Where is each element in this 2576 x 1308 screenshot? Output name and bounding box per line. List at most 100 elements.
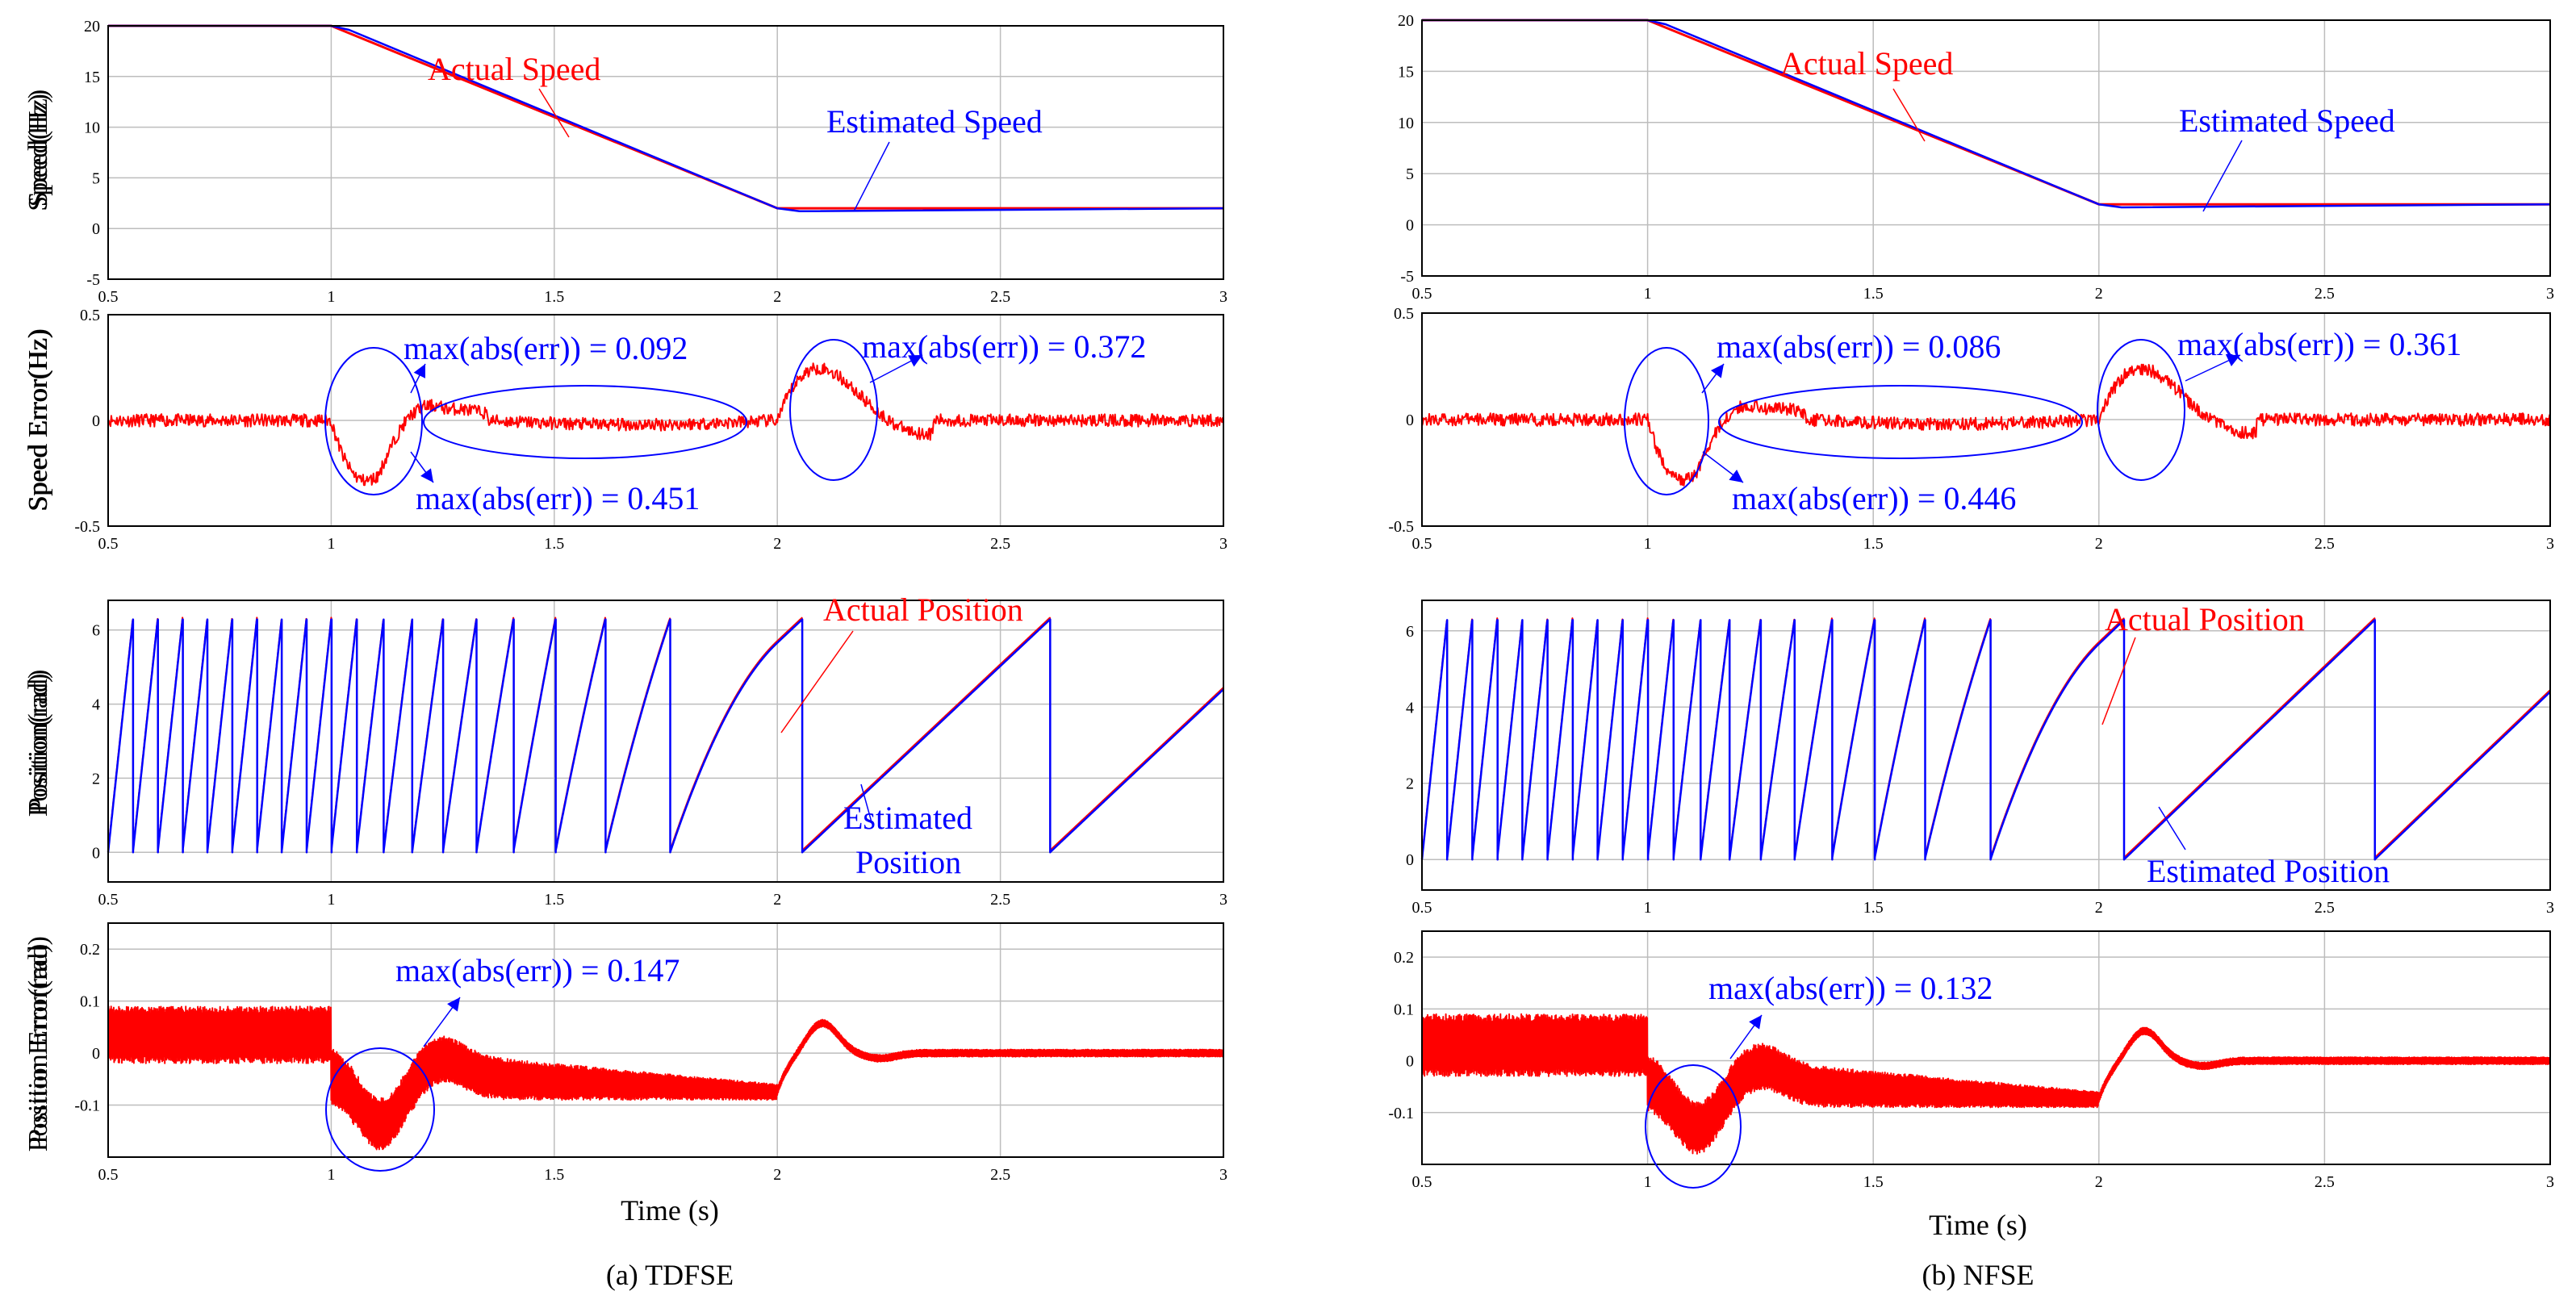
a-speed-ytick-label-5: 20 bbox=[84, 18, 100, 36]
b-speed-error-ellipse-1 bbox=[1718, 385, 2083, 459]
a-position_error-series-position-error bbox=[107, 1005, 1224, 1151]
b-position_error-xtick-label-1: 1 bbox=[1644, 1173, 1652, 1191]
b-speed-ytick-label-1: 0 bbox=[1406, 217, 1414, 235]
a-position-ylabel: Position(rad) bbox=[23, 670, 53, 813]
b-speed_error-ytick-label-1: 0 bbox=[1406, 412, 1414, 429]
b-speed_error-frame bbox=[1421, 312, 2551, 527]
a-speed-xtick-label-0: 0.5 bbox=[98, 288, 119, 306]
a-speed-error-ellipse-1 bbox=[423, 385, 747, 459]
b-time-axis-label: Time (s) bbox=[1929, 1209, 2027, 1241]
a-position-xtick-label-0: 0.5 bbox=[98, 891, 119, 909]
b-annotations: Actual Speed Estimated Speed max(abs(err))… bbox=[1624, 45, 2461, 1189]
a-position_error-xtick-label-2: 1.5 bbox=[544, 1166, 564, 1184]
a-speed-error-arrowhead-2 bbox=[420, 468, 433, 483]
annotations-layer: Actual Speed Estimated Speed max(abs(err))… bbox=[324, 45, 2461, 1189]
a-speed-ylabel: Speed(Hz) bbox=[23, 94, 53, 211]
b-position_error-subplot: 0.5 1 1.5 2 2.5 3 -0.1 0 0.1 0.2 Position Error(ra… bbox=[23, 930, 2554, 1191]
a-estimated-speed-label: Estimated Speed bbox=[826, 103, 1043, 140]
a-position_error-xtick-label-4: 2.5 bbox=[990, 1166, 1010, 1184]
b-position_error-xtick-label-5: 3 bbox=[2546, 1173, 2554, 1191]
b-speed-error-max-label-1: max(abs(err)) = 0.361 bbox=[2177, 326, 2461, 362]
a-speed-error-ellipse-0 bbox=[324, 347, 423, 495]
b-position-ytick-label-3: 6 bbox=[1406, 623, 1414, 641]
b-speed_error-ytick-label-0: -0.5 bbox=[1388, 518, 1414, 536]
b-position_error-xtick-label-3: 2 bbox=[2095, 1173, 2103, 1191]
b-speed-error-arrowhead-2 bbox=[1729, 469, 1743, 483]
a-speed-xtick-label-2: 1.5 bbox=[544, 288, 564, 306]
b-speed-error-arrowhead-0 bbox=[1711, 364, 1724, 378]
b-position-ytick-label-2: 4 bbox=[1406, 699, 1414, 717]
b-speed_error-xtick-label-0: 0.5 bbox=[1412, 535, 1432, 553]
a-actual-speed-leader bbox=[538, 88, 570, 138]
a-speed_error-xtick-label-5: 3 bbox=[1219, 535, 1227, 553]
a-position_error-xtick-label-1: 1 bbox=[327, 1166, 335, 1184]
a-position-ytick-label-0: 0 bbox=[92, 844, 100, 862]
a-actual-position-leader bbox=[780, 630, 854, 733]
a-speed_error-subplot: 0.5 1 1.5 2 2.5 3 -0.5 0 0.5 Speed Error(Hz) bbox=[23, 307, 1227, 553]
a-speed-error-max-label-2: max(abs(err)) = 0.451 bbox=[416, 480, 700, 516]
b-speed_error-xtick-label-3: 2 bbox=[2095, 535, 2103, 553]
b-position-xtick-label-1: 1 bbox=[1644, 899, 1652, 917]
b-position-error-max-label: max(abs(err)) = 0.132 bbox=[1708, 970, 1993, 1006]
b-speed_error-ytick-label-2: 0.5 bbox=[1394, 305, 1414, 323]
b-position_error-xtick-label-0: 0.5 bbox=[1412, 1173, 1432, 1191]
a-position-error-max-label: max(abs(err)) = 0.147 bbox=[395, 952, 680, 988]
a-speed-frame bbox=[107, 25, 1224, 280]
b-speed_error-xtick-label-4: 2.5 bbox=[2315, 535, 2335, 553]
b-speed-error-max-label-2: max(abs(err)) = 0.446 bbox=[1732, 480, 2016, 516]
b-speed-xtick-label-0: 0.5 bbox=[1412, 285, 1432, 303]
b-speed-error-ellipse-0 bbox=[1624, 347, 1709, 495]
b-speed-ytick-label-3: 10 bbox=[1398, 115, 1414, 132]
a-position-ytick-label-3: 6 bbox=[92, 622, 100, 640]
a-speed-ytick-label-1: 0 bbox=[92, 220, 100, 238]
b-position_error-ytick-label-0: -0.1 bbox=[1388, 1105, 1414, 1122]
a-speed-error-max-label-1: max(abs(err)) = 0.372 bbox=[862, 328, 1146, 365]
b-speed_error-series-speed-error bbox=[1421, 363, 2551, 487]
b-speed-xtick-label-4: 2.5 bbox=[2315, 285, 2335, 303]
a-estimated-position-label-line1: Estimated bbox=[843, 800, 972, 836]
b-estimated-speed-leader bbox=[2202, 140, 2243, 212]
a-position_error-xtick-label-3: 2 bbox=[773, 1166, 781, 1184]
a-position-error-ellipse bbox=[325, 1047, 435, 1172]
a-position-xtick-label-2: 1.5 bbox=[544, 891, 564, 909]
a-speed_error-frame bbox=[107, 314, 1224, 527]
a-position_error-ylabel: Position Error(rad) bbox=[23, 936, 53, 1144]
b-speed-error-arrowhead-1 bbox=[2226, 354, 2240, 367]
a-position-ytick-label-2: 4 bbox=[92, 696, 100, 714]
b-position_error-frame bbox=[1421, 930, 2551, 1165]
a-annotations: Actual Speed Estimated Speed max(abs(err))… bbox=[324, 51, 1146, 1172]
a-speed_error-xtick-label-3: 2 bbox=[773, 535, 781, 553]
b-position_error-ytick-label-3: 0.2 bbox=[1394, 949, 1414, 967]
a-speed-xtick-label-1: 1 bbox=[327, 288, 335, 306]
a-speed_error-ylabel: Speed Error(Hz) bbox=[23, 329, 53, 512]
b-position_error-ytick-label-2: 0.1 bbox=[1394, 1001, 1414, 1018]
a-speed-xtick-label-4: 2.5 bbox=[990, 288, 1010, 306]
a-speed-xtick-label-3: 2 bbox=[773, 288, 781, 306]
b-speed-xtick-label-5: 3 bbox=[2546, 285, 2554, 303]
panel-b-caption: (b) NFSE bbox=[1922, 1259, 2034, 1291]
b-actual-speed-leader bbox=[1892, 88, 1926, 142]
a-speed_error-xtick-label-0: 0.5 bbox=[98, 535, 119, 553]
a-position-ytick-label-1: 2 bbox=[92, 770, 100, 788]
a-speed-error-max-label-0: max(abs(err)) = 0.092 bbox=[404, 330, 688, 366]
a-speed-error-arrowhead-0 bbox=[413, 364, 425, 378]
b-position-xtick-label-0: 0.5 bbox=[1412, 899, 1432, 917]
b-position_error-ytick-label-1: 0 bbox=[1406, 1053, 1414, 1071]
b-position-xtick-label-2: 1.5 bbox=[1863, 899, 1884, 917]
a-speed_error-series-speed-error bbox=[107, 362, 1224, 487]
a-position-xtick-label-5: 3 bbox=[1219, 891, 1227, 909]
b-speed_error-xtick-label-1: 1 bbox=[1644, 535, 1652, 553]
b-speed-ytick-label-0: -5 bbox=[1400, 268, 1414, 286]
b-speed-xtick-label-1: 1 bbox=[1644, 285, 1652, 303]
a-speed-ytick-label-3: 10 bbox=[84, 119, 100, 137]
a-position_error-frame bbox=[107, 922, 1224, 1158]
b-speed-frame bbox=[1421, 19, 2551, 277]
a-position_error-ytick-label-3: 0.2 bbox=[80, 941, 100, 959]
b-position-ytick-label-0: 0 bbox=[1406, 851, 1414, 869]
b-speed-ytick-label-2: 5 bbox=[1406, 165, 1414, 183]
b-speed_error-xtick-label-2: 1.5 bbox=[1863, 535, 1884, 553]
a-estimated-position-leader bbox=[860, 784, 872, 823]
